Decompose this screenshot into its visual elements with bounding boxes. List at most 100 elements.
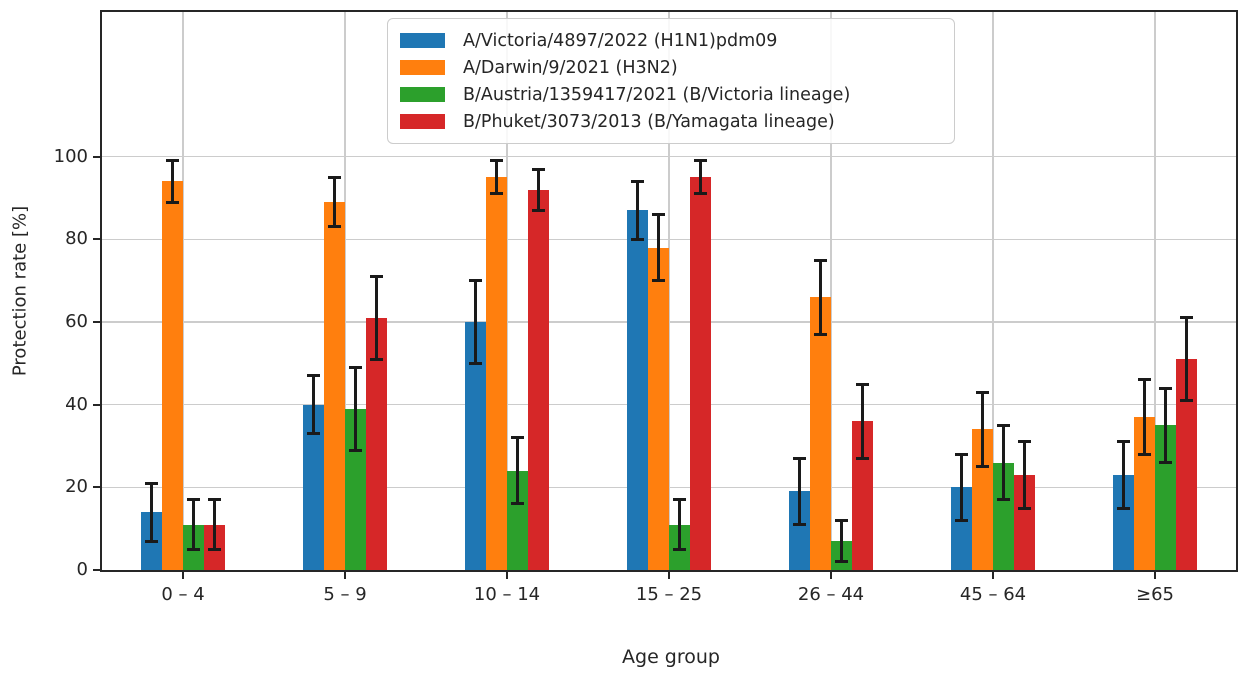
error-bar-cap-bottom	[349, 448, 362, 452]
error-bar-cap-bottom	[652, 279, 665, 283]
error-bar-cap-bottom	[1117, 506, 1130, 510]
bar	[324, 202, 345, 570]
error-bar-line	[1143, 379, 1146, 455]
gridline-vertical	[1154, 12, 1156, 570]
legend-item: B/Phuket/3073/2013 (B/Yamagata lineage)	[400, 108, 942, 135]
error-bar-cap-bottom	[490, 192, 503, 196]
x-tick-label: 0 – 4	[161, 584, 205, 605]
error-bar-line	[150, 483, 153, 542]
bar	[993, 462, 1014, 570]
error-bar-cap-top	[955, 452, 968, 456]
error-bar-line	[171, 160, 174, 203]
gridline-vertical	[668, 12, 670, 570]
y-tick-label: 80	[65, 228, 88, 250]
y-tick-label: 40	[65, 393, 88, 415]
error-bar-line	[375, 276, 378, 360]
y-tick-mark	[93, 569, 100, 571]
x-tick-mark	[830, 572, 832, 579]
x-axis-label: Age group	[622, 646, 720, 668]
y-tick-mark	[93, 486, 100, 489]
error-bar-cap-bottom	[370, 357, 383, 361]
error-bar-cap-top	[307, 374, 320, 378]
error-bar-cap-bottom	[673, 547, 686, 551]
legend-label: B/Austria/1359417/2021 (B/Victoria linea…	[463, 84, 851, 105]
error-bar-cap-bottom	[1180, 399, 1193, 403]
error-bar-line	[981, 392, 984, 467]
error-bar-cap-top	[511, 436, 524, 440]
bar	[1176, 359, 1197, 570]
error-bar-cap-top	[469, 279, 482, 283]
error-bar-cap-bottom	[469, 361, 482, 365]
error-bar-cap-bottom	[1159, 461, 1172, 465]
y-tick-label: 100	[53, 145, 88, 167]
error-bar-cap-top	[631, 179, 644, 183]
y-tick-mark	[93, 321, 100, 323]
x-tick-mark	[344, 572, 346, 579]
error-bar-cap-bottom	[694, 192, 707, 196]
error-bar-cap-top	[532, 167, 545, 171]
legend-item: B/Austria/1359417/2021 (B/Victoria linea…	[400, 81, 942, 108]
gridline-vertical	[344, 12, 346, 570]
error-bar-line	[636, 181, 639, 240]
error-bar-cap-top	[370, 275, 383, 279]
bar	[507, 470, 528, 570]
error-bar-cap-bottom	[955, 518, 968, 522]
error-bar-cap-bottom	[328, 225, 341, 229]
error-bar-line	[1164, 388, 1167, 463]
legend-label: A/Darwin/9/2021 (H3N2)	[463, 57, 678, 78]
error-bar-line	[798, 458, 801, 525]
error-bar-cap-top	[652, 213, 665, 217]
error-bar-line	[699, 160, 702, 194]
error-bar-line	[213, 499, 216, 550]
bar	[1113, 474, 1134, 570]
error-bar-cap-bottom	[856, 456, 869, 460]
error-bar-cap-top	[856, 382, 869, 386]
error-bar-cap-top	[1180, 316, 1193, 320]
y-tick-label: 20	[65, 476, 88, 498]
error-bar-cap-bottom	[511, 502, 524, 506]
error-bar-line	[1185, 317, 1188, 401]
error-bar-line	[333, 177, 336, 227]
bar	[465, 322, 486, 570]
error-bar-line	[495, 160, 498, 194]
bar	[951, 487, 972, 570]
bar	[648, 247, 669, 570]
error-bar-line	[516, 437, 519, 504]
error-bar-cap-top	[328, 175, 341, 179]
bar	[1014, 474, 1035, 570]
error-bar-line	[960, 454, 963, 521]
x-tick-mark	[992, 572, 994, 579]
bar	[528, 189, 549, 570]
error-bar-cap-bottom	[1018, 506, 1031, 510]
error-bar-cap-top	[814, 258, 827, 262]
error-bar-line	[312, 375, 315, 434]
error-bar-cap-bottom	[1138, 452, 1151, 456]
y-tick-label: 0	[76, 559, 88, 580]
legend-swatch	[400, 33, 445, 48]
error-bar-cap-top	[1117, 440, 1130, 444]
error-bar-line	[1122, 441, 1125, 508]
legend-item: A/Victoria/4897/2022 (H1N1)pdm09	[400, 27, 942, 54]
gridline-vertical	[506, 12, 508, 570]
error-bar-cap-top	[1138, 378, 1151, 382]
error-bar-cap-bottom	[532, 208, 545, 212]
legend-swatch	[400, 87, 445, 102]
bar	[789, 491, 810, 570]
legend-label: B/Phuket/3073/2013 (B/Yamagata lineage)	[463, 111, 835, 132]
error-bar-cap-top	[673, 498, 686, 502]
bar	[810, 297, 831, 570]
error-bar-cap-top	[694, 159, 707, 163]
x-tick-label: 45 – 64	[959, 584, 1027, 605]
error-bar-cap-top	[835, 518, 848, 522]
x-tick-label: ≥65	[1136, 584, 1174, 605]
error-bar-line	[1023, 441, 1026, 508]
legend-item: A/Darwin/9/2021 (H3N2)	[400, 54, 942, 81]
gridline-vertical	[182, 12, 184, 570]
gridline-vertical	[992, 12, 994, 570]
gridline-vertical	[830, 12, 832, 570]
y-tick-label: 60	[65, 311, 88, 332]
error-bar-line	[474, 280, 477, 364]
error-bar-cap-bottom	[166, 200, 179, 204]
error-bar-cap-top	[166, 159, 179, 163]
